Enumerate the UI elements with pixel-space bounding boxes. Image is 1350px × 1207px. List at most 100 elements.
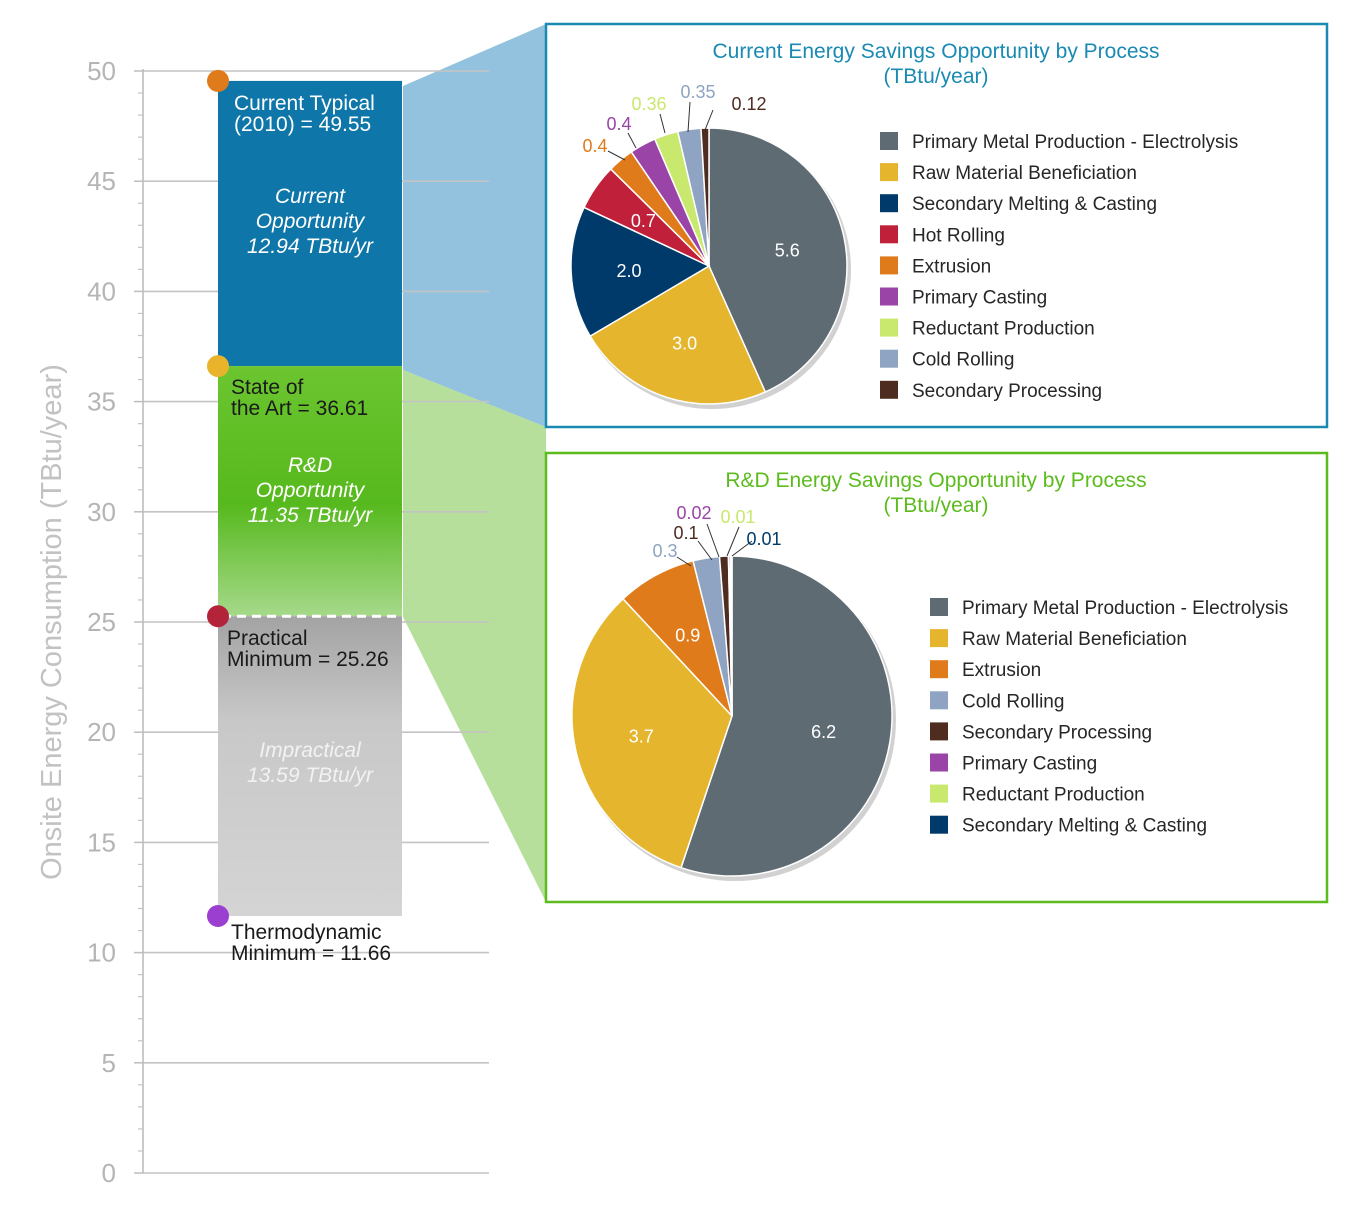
y-tick-label: 0: [102, 1158, 116, 1188]
practical-minimum-marker: [207, 605, 229, 628]
y-axis-title: Onsite Energy Consumption (TBtu/year): [36, 364, 68, 880]
rd-zoom-connector: [403, 370, 546, 902]
current-pie-subtitle: (TBtu/year): [883, 65, 988, 88]
rd-opportunity-label: 11.35 TBtu/yr: [248, 504, 374, 527]
practical-minimum-label: Practical: [227, 627, 308, 650]
rd-pie-leader-line: [706, 523, 720, 558]
rd-pie-slice: [680, 555, 893, 877]
current-pie-value-label: 3.0: [672, 333, 697, 353]
current-pie-value-label: 0.12: [731, 94, 766, 114]
rd-legend-swatch: [930, 598, 948, 616]
rd-legend-swatch: [930, 753, 948, 772]
current-legend-swatch: [880, 380, 898, 399]
rd-pie-value-label: 0.02: [676, 503, 711, 523]
y-tick-label: 10: [87, 938, 116, 968]
impractical-label: 13.59 TBtu/yr: [247, 764, 374, 787]
rd-opportunity-label: R&D: [288, 454, 332, 477]
rd-pie-leader-line: [731, 540, 753, 557]
rd-pie-leader-line: [726, 526, 740, 557]
rd-opportunity-label: Opportunity: [256, 479, 366, 502]
current-pie-value-label: 0.36: [631, 94, 666, 114]
rd-legend-label: Primary Metal Production - Electrolysis: [962, 598, 1288, 619]
rd-pie-slice: [730, 555, 733, 717]
rd-legend-swatch: [930, 629, 948, 648]
current-pie-value-label: 5.6: [775, 240, 800, 260]
current-legend-label: Cold Rolling: [912, 350, 1014, 371]
current-legend-label: Hot Rolling: [912, 225, 1005, 246]
rd-legend-swatch: [930, 815, 948, 834]
y-tick-label: 20: [87, 717, 116, 747]
current-legend-label: Reductant Production: [912, 319, 1095, 340]
rd-pie-value-label: 6.2: [811, 722, 836, 742]
current-opportunity-label: 12.94 TBtu/yr: [247, 235, 374, 258]
rd-pie-value-label: 0.01: [746, 529, 781, 549]
rd-legend-label: Extrusion: [962, 660, 1041, 681]
current-pie-title: Current Energy Savings Opportunity by Pr…: [712, 40, 1159, 63]
rd-legend-swatch: [930, 722, 948, 741]
thermodynamic-minimum-label: Minimum = 11.66: [231, 942, 391, 965]
current-pie-leader-line: [607, 150, 626, 161]
y-tick-label: 25: [87, 607, 116, 637]
current-legend-swatch: [880, 349, 898, 368]
rd-legend-label: Secondary Processing: [962, 722, 1152, 743]
current-legend-label: Extrusion: [912, 256, 991, 277]
current-legend-swatch: [880, 194, 898, 213]
current-legend-swatch: [880, 256, 898, 275]
current-pie-slice: [700, 127, 710, 267]
current-pie-slice: [570, 206, 711, 338]
current-legend-swatch: [880, 132, 898, 150]
y-tick-label: 5: [102, 1048, 116, 1078]
current-zoom-connector: [403, 24, 546, 427]
current-pie-slice: [708, 127, 848, 393]
rd-opportunity-segment: [218, 366, 402, 617]
thermodynamic-minimum-label: Thermodynamic: [231, 921, 382, 944]
current-pie-leader-line: [704, 109, 714, 131]
rd-pie-subtitle: (TBtu/year): [883, 494, 988, 517]
rd-legend-swatch: [930, 660, 948, 679]
rd-legend-label: Reductant Production: [962, 785, 1145, 806]
rd-pie-value-label: 3.7: [629, 727, 654, 747]
rd-legend-label: Cold Rolling: [962, 691, 1064, 712]
current-pie-value-label: 0.35: [680, 82, 715, 102]
rd-pie-value-label: 0.1: [673, 523, 698, 543]
current-pie-leader-line: [659, 113, 666, 134]
rd-legend-label: Raw Material Beneficiation: [962, 629, 1187, 650]
state-of-the-art-marker: [207, 355, 229, 378]
y-tick-label: 15: [87, 827, 116, 857]
current-opportunity-label: Current: [275, 185, 346, 208]
y-tick-label: 30: [87, 497, 116, 527]
impractical-label: Impractical: [259, 739, 362, 762]
y-tick-label: 45: [87, 166, 116, 196]
rd-pie-leader-line: [697, 540, 713, 561]
rd-legend-label: Primary Casting: [962, 754, 1097, 775]
current-legend-swatch: [880, 287, 898, 306]
current-typical-label: Current Typical: [234, 92, 375, 115]
rd-pie-leader-line: [676, 556, 692, 567]
state-of-the-art-label: the Art = 36.61: [231, 397, 368, 420]
current-typical-label: (2010) = 49.55: [234, 113, 371, 136]
practical-minimum-label: Minimum = 25.26: [227, 648, 389, 671]
current-opportunity-label: Opportunity: [256, 210, 366, 233]
current-typical-marker: [207, 69, 229, 92]
rd-legend-swatch: [930, 784, 948, 803]
rd-legend-swatch: [930, 691, 948, 710]
current-legend-swatch: [880, 163, 898, 182]
current-pie-value-label: 0.4: [582, 136, 607, 156]
rd-pie-value-label: 0.3: [652, 541, 677, 561]
current-legend-label: Primary Casting: [912, 288, 1047, 309]
rd-pie-slice: [571, 597, 733, 869]
current-legend-swatch: [880, 225, 898, 244]
current-pie-slice: [589, 264, 767, 405]
current-opportunity-segment: [218, 80, 402, 367]
current-pie-value-label: 0.4: [606, 114, 631, 134]
current-legend-label: Secondary Melting & Casting: [912, 194, 1157, 215]
rd-legend-label: Secondary Melting & Casting: [962, 816, 1207, 837]
current-legend-label: Raw Material Beneficiation: [912, 163, 1137, 184]
current-pie-leader-line: [687, 101, 691, 133]
impractical-segment: [218, 616, 402, 917]
current-pie-value-label: 2.0: [617, 261, 642, 281]
current-pie-value-label: 0.7: [631, 211, 656, 231]
y-tick-label: 35: [87, 387, 116, 417]
state-of-the-art-label: State of: [231, 376, 304, 399]
